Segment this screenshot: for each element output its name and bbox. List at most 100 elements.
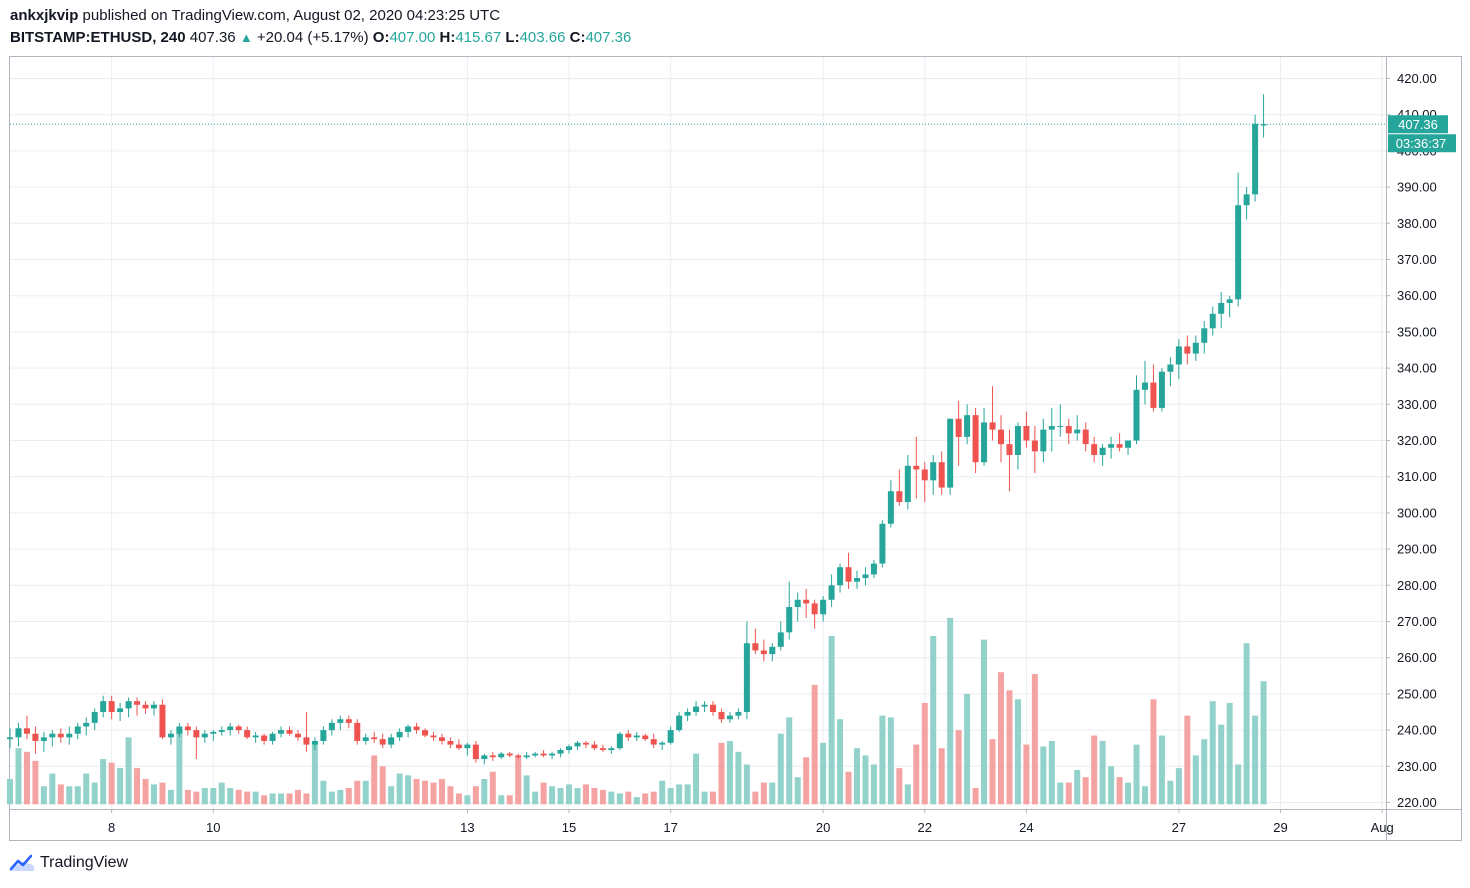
candle-body	[23, 728, 30, 734]
volume-bar	[405, 775, 412, 805]
candle-body	[286, 730, 293, 734]
candle-body	[964, 415, 971, 437]
candle-body	[820, 599, 827, 615]
candle	[201, 730, 208, 743]
candle	[286, 726, 293, 736]
candle-body	[1167, 364, 1174, 372]
y-tick-label: 320.00	[1397, 433, 1437, 448]
volume-bar	[472, 786, 479, 805]
volume-bar	[1167, 780, 1174, 805]
candle-body	[379, 739, 386, 745]
volume-bar	[1252, 715, 1259, 805]
candle	[142, 701, 149, 714]
x-tick-label: 13	[460, 820, 474, 835]
candle	[1201, 321, 1208, 354]
y-tick-label: 310.00	[1397, 469, 1437, 484]
candle	[981, 407, 988, 466]
candle-body	[193, 730, 200, 738]
tradingview-logo[interactable]: TradingView	[8, 853, 128, 873]
candle-body	[40, 737, 47, 741]
candle	[1243, 187, 1250, 220]
candle	[345, 715, 352, 729]
candle	[66, 726, 73, 745]
volume-bar	[904, 784, 911, 805]
volume-bar	[142, 778, 149, 805]
volume-bar	[710, 791, 717, 805]
candle-body	[413, 726, 420, 731]
candle	[7, 728, 13, 749]
candle-body	[210, 731, 217, 734]
candle	[1260, 94, 1267, 138]
volume-bar	[887, 717, 894, 805]
candle	[1065, 418, 1072, 445]
volume-bar	[1158, 735, 1165, 805]
volume-bar	[557, 788, 564, 805]
candle	[930, 454, 937, 495]
candle-body	[150, 704, 157, 709]
volume-bar	[159, 782, 166, 805]
candle-body	[650, 739, 657, 745]
candle	[1150, 364, 1157, 412]
y-tick-label: 220.00	[1397, 795, 1437, 810]
volume-bar	[15, 748, 22, 805]
volume-bar	[718, 742, 725, 805]
x-tick-label: 24	[1019, 820, 1033, 835]
candle	[667, 726, 674, 745]
candle	[896, 469, 903, 506]
volume-bar	[650, 791, 657, 805]
volume-bar	[455, 793, 462, 805]
candle	[938, 451, 945, 495]
countdown-tag: 03:36:37	[1388, 134, 1456, 153]
candle-body	[913, 465, 920, 470]
candles	[7, 94, 1267, 765]
candle-body	[633, 735, 640, 738]
candle-body	[201, 733, 208, 738]
volume-bar	[566, 784, 573, 805]
candle	[777, 621, 784, 651]
volume-bar	[777, 733, 784, 805]
volume-bar	[896, 768, 903, 805]
volume-bar	[794, 777, 801, 805]
candle-body	[1141, 382, 1148, 390]
candle-body	[1057, 426, 1064, 428]
open-key: O:	[372, 29, 390, 46]
low-key: L:	[505, 29, 520, 46]
candle-body	[794, 599, 801, 608]
volume-bar	[354, 780, 361, 805]
volume-bar	[820, 742, 827, 805]
y-tick-label: 370.00	[1397, 252, 1437, 267]
volume-bar	[947, 617, 954, 805]
candle-body	[1125, 440, 1132, 448]
candle-body	[947, 418, 954, 488]
volume-bar	[726, 740, 733, 805]
candle-body	[1260, 124, 1267, 126]
candle-body	[117, 708, 124, 712]
candle-body	[532, 753, 539, 756]
candle	[1184, 335, 1191, 365]
volume-bar	[625, 791, 632, 805]
candle	[625, 730, 632, 741]
candle	[328, 719, 335, 736]
candle-body	[837, 567, 844, 586]
volume-bar	[430, 782, 437, 805]
candle	[337, 715, 344, 731]
candle-body	[989, 422, 996, 430]
candle-body	[828, 585, 835, 600]
volume-bar	[1014, 699, 1021, 805]
candle-body	[1031, 440, 1038, 452]
y-tick-label: 280.00	[1397, 578, 1437, 593]
volume-bar	[811, 684, 818, 805]
candle-body	[811, 603, 818, 615]
published-text: published on TradingView.com, August 02,…	[82, 7, 501, 24]
candle	[760, 639, 767, 662]
candle	[608, 746, 615, 754]
candle-body	[693, 706, 700, 712]
candle	[566, 744, 573, 754]
candle	[354, 719, 361, 745]
candle-body	[278, 730, 285, 734]
candle	[371, 731, 378, 743]
y-tick-label: 270.00	[1397, 614, 1437, 629]
candle-body	[760, 650, 767, 655]
candle	[659, 740, 666, 751]
